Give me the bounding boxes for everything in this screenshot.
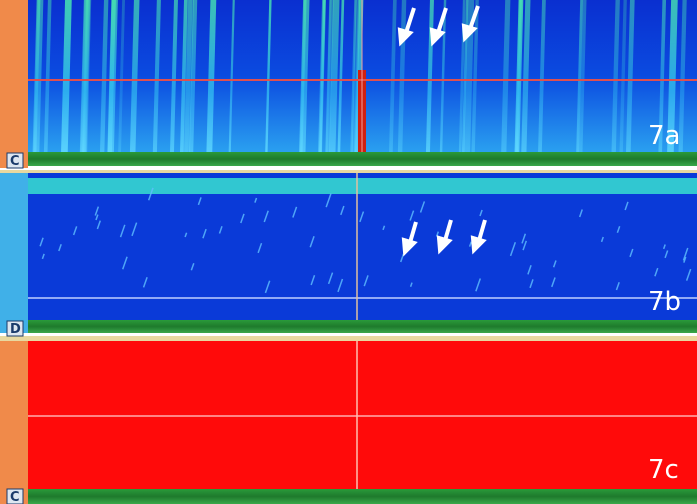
scale-bar (28, 489, 697, 504)
surface-echo (28, 178, 697, 194)
panel-b (0, 170, 697, 333)
scan-image (28, 341, 697, 489)
scale-bar (28, 152, 697, 166)
ruler (0, 0, 28, 168)
scale-bar (28, 320, 697, 333)
view-letter: C (10, 490, 20, 504)
scan-screen: 7a 7b 7c C D C (0, 0, 697, 504)
panel-label: 7a (648, 121, 680, 151)
panel-label: 7c (648, 455, 679, 485)
panel-a (0, 0, 697, 168)
panel-c (0, 336, 697, 504)
view-letter: C (10, 154, 20, 169)
separator (0, 170, 697, 173)
separator (0, 336, 697, 341)
ruler (0, 173, 28, 333)
view-letter: D (10, 322, 21, 337)
ruler (0, 341, 28, 504)
panel-label: 7b (648, 287, 681, 317)
